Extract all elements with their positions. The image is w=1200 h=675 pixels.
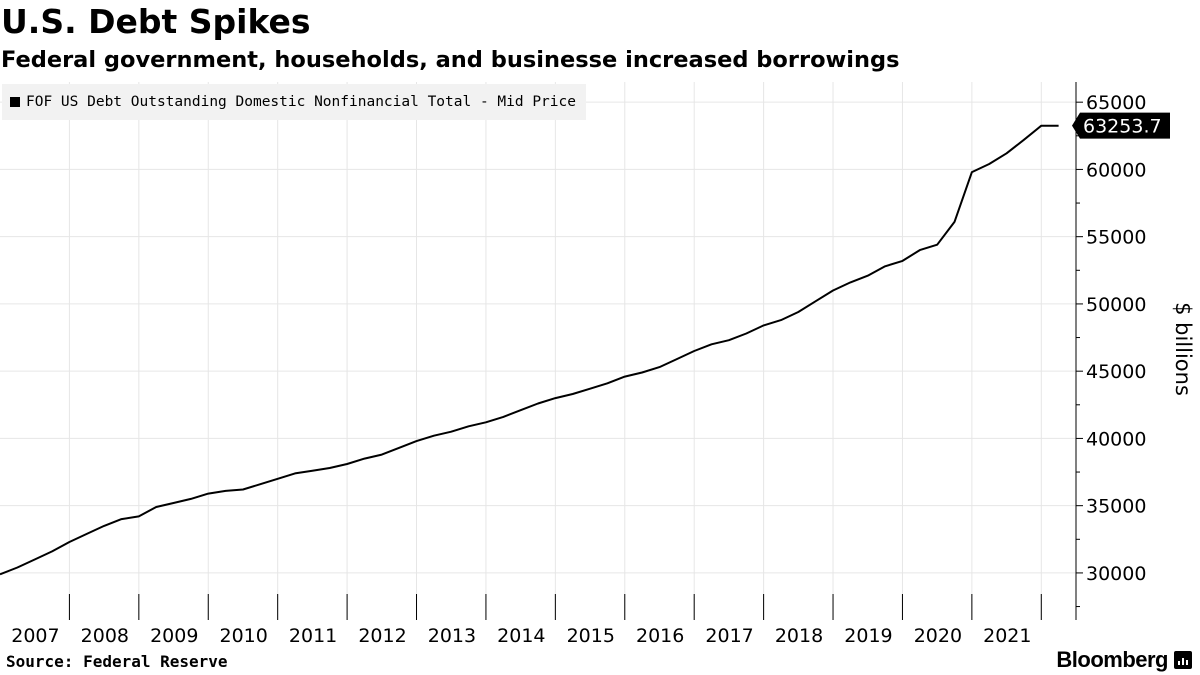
y-tick-label: 55000	[1086, 227, 1146, 249]
x-tick-label: 2014	[497, 625, 545, 647]
x-tick-label: 2018	[775, 625, 823, 647]
y-tick-label: 60000	[1086, 159, 1146, 181]
last-value-label: 63253.7	[1083, 116, 1162, 138]
chart-title: U.S. Debt Spikes	[1, 2, 311, 41]
x-tick-label: 2016	[636, 625, 684, 647]
x-tick-label: 2015	[567, 625, 615, 647]
x-tick-label: 2019	[844, 625, 892, 647]
axes: 30000 35000 40000 45000 50000 55000 60000 65000…	[11, 82, 1195, 647]
y-tick-label: 45000	[1086, 361, 1146, 383]
y-tick-label: 65000	[1086, 92, 1146, 114]
y-tick-label: 35000	[1086, 496, 1146, 518]
x-tick-label: 2020	[914, 625, 962, 647]
bar-chart-icon	[1174, 651, 1192, 669]
x-tick-label: 2012	[358, 625, 406, 647]
source-note: Source: Federal Reserve	[6, 652, 228, 671]
x-tick-label: 2007	[11, 625, 59, 647]
series-line	[0, 124, 1059, 576]
y-tick-label: 50000	[1086, 294, 1146, 316]
grid-lines	[0, 82, 1076, 620]
x-tick-label: 2021	[983, 625, 1031, 647]
x-tick-label: 2010	[219, 625, 267, 647]
series-lines	[0, 124, 1059, 576]
y-tick-label: 30000	[1086, 563, 1146, 585]
x-tick-label: 2009	[150, 625, 198, 647]
x-tick-label: 2017	[705, 625, 753, 647]
legend-label: FOF US Debt Outstanding Domestic Nonfina…	[26, 94, 576, 110]
y-axis-title: $ billions	[1171, 302, 1195, 396]
chart-subtitle: Federal government, households, and busi…	[1, 47, 900, 73]
x-tick-label: 2013	[428, 625, 476, 647]
x-tick-label: 2008	[81, 625, 129, 647]
value-labels: 63253.7	[1072, 112, 1170, 139]
legend-swatch	[10, 97, 20, 107]
chart-legend: FOF US Debt Outstanding Domestic Nonfina…	[2, 84, 586, 120]
last-value-flag	[1072, 112, 1170, 139]
x-tick-label: 2011	[289, 625, 337, 647]
bloomberg-logo: Bloomberg	[1056, 647, 1168, 672]
y-tick-label: 40000	[1086, 428, 1146, 450]
